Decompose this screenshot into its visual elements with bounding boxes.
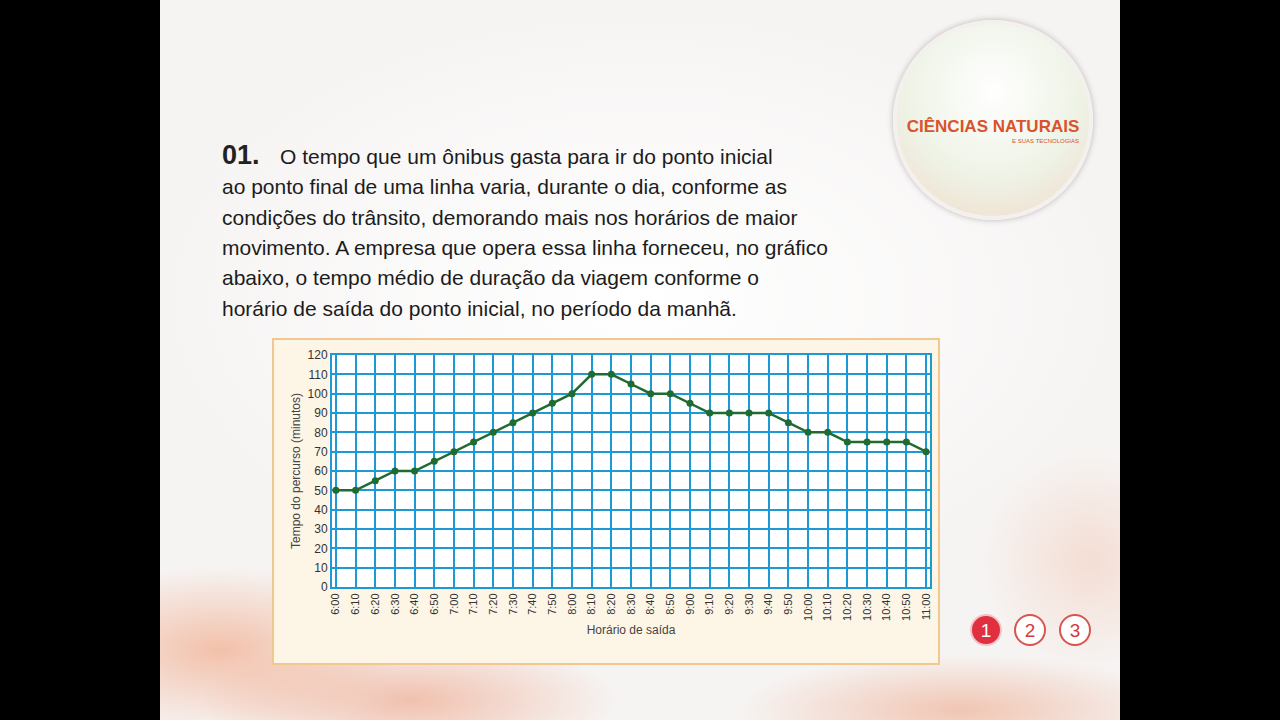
svg-text:Horário de saída: Horário de saída bbox=[587, 623, 676, 637]
svg-text:7:10: 7:10 bbox=[467, 593, 479, 614]
svg-text:80: 80 bbox=[314, 426, 328, 440]
svg-text:9:40: 9:40 bbox=[762, 593, 774, 614]
svg-text:10:40: 10:40 bbox=[880, 593, 892, 621]
svg-text:11:00: 11:00 bbox=[920, 593, 932, 620]
html-text:O tempo que um ônibus gasta pa: O tempo que um ônibus gasta para ir do p… bbox=[280, 145, 773, 168]
html-text:2: 2 bbox=[1024, 620, 1036, 641]
svg-text:10:00: 10:00 bbox=[802, 593, 814, 621]
html-text:3: 3 bbox=[1069, 620, 1081, 641]
svg-text:90: 90 bbox=[314, 406, 328, 420]
svg-text:7:40: 7:40 bbox=[526, 593, 538, 614]
svg-text:6:10: 6:10 bbox=[349, 593, 361, 614]
svg-text:0: 0 bbox=[321, 580, 328, 594]
svg-text:50: 50 bbox=[314, 484, 328, 498]
svg-text:6:20: 6:20 bbox=[369, 593, 381, 614]
svg-text:Tempo do percurso (minutos): Tempo do percurso (minutos) bbox=[289, 393, 303, 549]
svg-text:100: 100 bbox=[308, 387, 328, 401]
svg-text:6:40: 6:40 bbox=[408, 593, 420, 614]
html-text:condições do trânsito, demoran: condições do trânsito, demorando mais no… bbox=[222, 206, 798, 229]
svg-text:110: 110 bbox=[308, 368, 327, 382]
svg-text:8:50: 8:50 bbox=[664, 593, 676, 614]
svg-text:10:30: 10:30 bbox=[861, 593, 873, 621]
html-text:ao ponto final de uma linha va: ao ponto final de uma linha varia, duran… bbox=[222, 175, 787, 198]
svg-text:7:00: 7:00 bbox=[448, 593, 460, 614]
html-text:01.: 01. bbox=[222, 140, 260, 170]
svg-text:6:30: 6:30 bbox=[389, 593, 401, 614]
svg-text:7:30: 7:30 bbox=[507, 593, 519, 614]
svg-text:8:20: 8:20 bbox=[605, 593, 617, 614]
html-text:CIÊNCIAS NATURAIS: CIÊNCIAS NATURAIS bbox=[906, 117, 1080, 136]
html-text:movimento. A empresa que opera: movimento. A empresa que opera essa linh… bbox=[222, 236, 828, 259]
svg-text:9:10: 9:10 bbox=[703, 593, 715, 614]
svg-text:8:00: 8:00 bbox=[566, 593, 578, 614]
svg-text:120: 120 bbox=[308, 348, 328, 362]
svg-text:9:20: 9:20 bbox=[723, 593, 735, 614]
html-text:abaixo, o tempo médio de duraç: abaixo, o tempo médio de duração da viag… bbox=[222, 266, 759, 289]
svg-text:70: 70 bbox=[314, 445, 328, 459]
svg-text:20: 20 bbox=[314, 542, 328, 556]
html-text:horário de saída do ponto inic: horário de saída do ponto inicial, no pe… bbox=[222, 297, 737, 320]
svg-text:8:10: 8:10 bbox=[585, 593, 597, 614]
svg-text:8:30: 8:30 bbox=[625, 593, 637, 614]
svg-text:9:50: 9:50 bbox=[782, 593, 794, 614]
html-text:1: 1 bbox=[980, 620, 992, 641]
svg-text:10:20: 10:20 bbox=[841, 593, 853, 621]
svg-text:10:10: 10:10 bbox=[821, 593, 833, 621]
svg-text:10:50: 10:50 bbox=[900, 593, 912, 621]
svg-text:10: 10 bbox=[314, 561, 328, 575]
svg-text:9:30: 9:30 bbox=[743, 593, 755, 614]
svg-text:6:50: 6:50 bbox=[428, 593, 440, 614]
svg-text:40: 40 bbox=[314, 503, 328, 517]
svg-text:7:20: 7:20 bbox=[487, 593, 499, 614]
html-text:E SUAS TECNOLOGIAS: E SUAS TECNOLOGIAS bbox=[1012, 138, 1079, 144]
svg-text:30: 30 bbox=[314, 522, 328, 536]
svg-text:7:50: 7:50 bbox=[546, 593, 558, 614]
svg-text:6:00: 6:00 bbox=[330, 593, 342, 614]
svg-text:9:00: 9:00 bbox=[684, 593, 696, 614]
svg-text:60: 60 bbox=[314, 464, 328, 478]
svg-text:8:40: 8:40 bbox=[644, 593, 656, 614]
